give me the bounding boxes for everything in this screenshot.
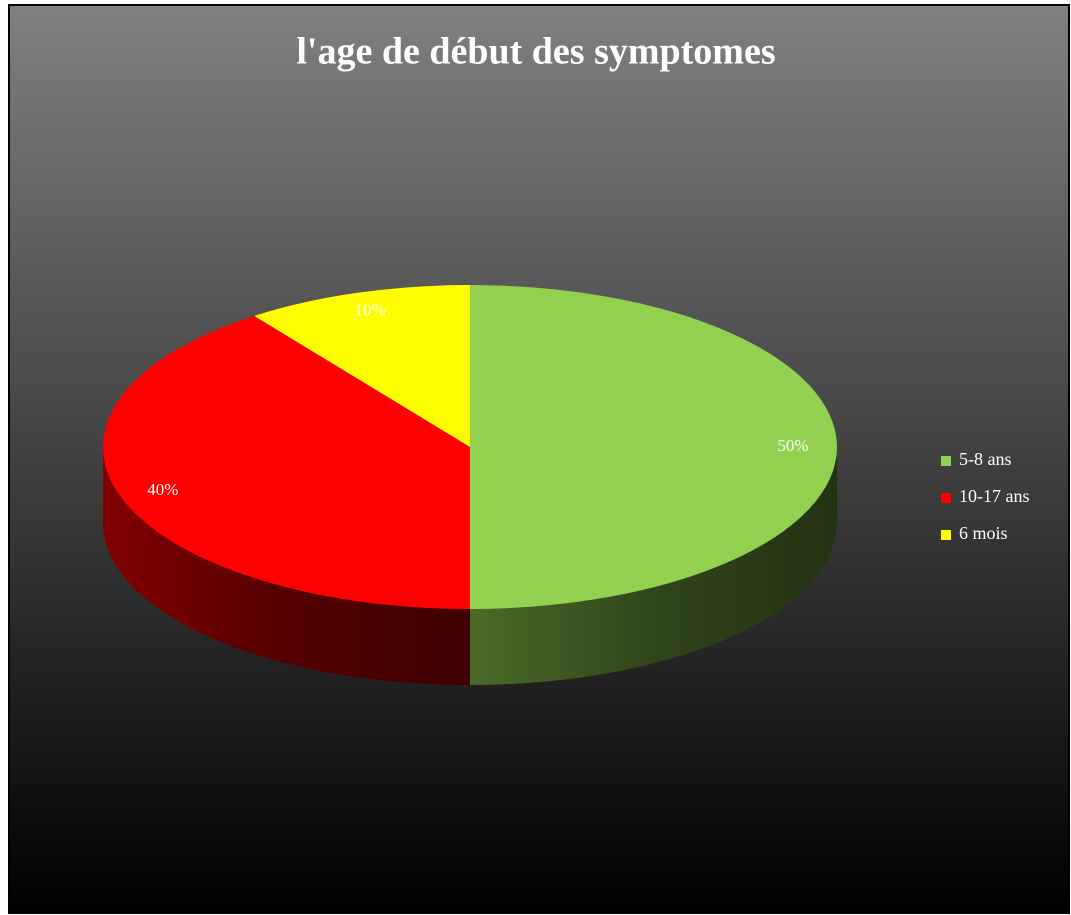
legend-swatch	[941, 493, 951, 503]
legend-label: 5-8 ans	[959, 449, 1012, 469]
slice-side-shade	[103, 447, 470, 685]
slice	[470, 285, 837, 609]
slice	[102, 315, 470, 609]
legend-swatch	[941, 456, 951, 466]
slice-side-shade	[470, 447, 837, 685]
chart-title: l'age de début des symptomes	[296, 31, 775, 73]
slice	[254, 285, 470, 447]
data-label: 50%	[777, 436, 808, 455]
legend-swatch	[941, 530, 951, 540]
legend-label: 6 mois	[959, 523, 1008, 543]
legend-label: 10-17 ans	[959, 486, 1030, 506]
data-label: 10%	[355, 300, 386, 319]
data-label: 40%	[147, 480, 178, 499]
